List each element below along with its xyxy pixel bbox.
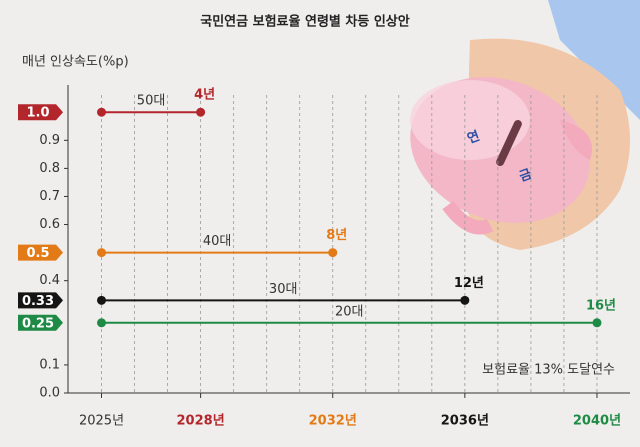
x-tick-label: 2028년 [177, 414, 225, 429]
value-box [18, 244, 63, 261]
y-tick-label: 0.6 [39, 217, 60, 232]
y-tick-label: 0.7 [39, 189, 60, 204]
chart-title: 국민연금 보험료율 연령별 차등 인상안 [200, 14, 410, 30]
illustration-text: 금 [517, 167, 533, 185]
illustration: 연 금 [410, 0, 640, 251]
x-tick-label: 2036년 [441, 414, 489, 429]
end-dot [460, 295, 470, 305]
value-box [18, 292, 63, 309]
y-tick-label: 0.0 [39, 386, 60, 401]
start-dot [97, 248, 107, 258]
start-dot [97, 318, 107, 328]
end-dot [328, 248, 338, 258]
y-axis-label: 매년 인상속도(%p) [22, 55, 129, 70]
end-dot [196, 107, 206, 117]
series-name: 20대 [335, 304, 364, 319]
value-box-label: 0.5 [26, 246, 49, 261]
x-tick-label: 2025년 [79, 414, 124, 429]
illustration-text: 연 [465, 129, 481, 147]
x-tick-label: 2040년 [573, 414, 621, 429]
value-box-label: 1.0 [26, 106, 49, 121]
duration-label: 4년 [194, 88, 215, 103]
y-tick-label: 0.9 [39, 133, 60, 148]
y-tick-label: 0.8 [39, 161, 60, 176]
series-name: 30대 [269, 282, 298, 297]
annotation: 보험료율 13% 도달연수 [482, 363, 615, 378]
value-box [18, 104, 63, 121]
value-box [18, 314, 63, 331]
duration-label: 16년 [586, 298, 616, 313]
series-name: 40대 [203, 234, 232, 249]
y-tick-label: 0.1 [39, 357, 60, 372]
start-dot [97, 295, 107, 305]
value-box-label: 0.25 [22, 316, 54, 331]
series-name: 50대 [137, 94, 166, 109]
y-tick-label: 0.4 [39, 273, 60, 288]
duration-label: 8년 [326, 228, 347, 243]
start-dot [97, 107, 107, 117]
x-tick-label: 2032년 [309, 414, 357, 429]
value-box-label: 0.33 [22, 294, 54, 309]
duration-label: 12년 [454, 276, 484, 291]
end-dot [592, 318, 602, 328]
